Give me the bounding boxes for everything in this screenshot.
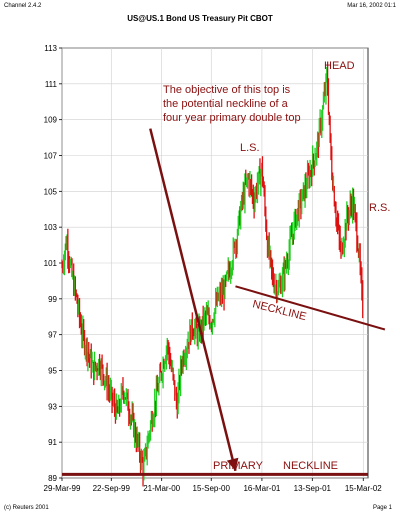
x-tick-label: 22-Sep-99 <box>93 484 131 493</box>
x-tick-label: 15-Mar-02 <box>345 484 382 493</box>
y-tick-label: 89 <box>48 474 57 483</box>
chart-title: US@US.1 Bond US Treasury Pit CBOT <box>127 14 273 23</box>
y-tick-label: 113 <box>44 44 57 53</box>
y-tick-label: 109 <box>44 116 58 125</box>
x-tick-label: 15-Sep-00 <box>193 484 231 493</box>
x-tick-label: 16-Mar-01 <box>243 484 280 493</box>
objective-note-line-1: The objective of this top is <box>163 84 291 96</box>
copyright: (c) Reuters 2001 <box>4 505 49 511</box>
y-tick-label: 105 <box>44 187 58 196</box>
target-arrow-head <box>226 457 239 471</box>
y-tick-label: 97 <box>48 331 57 340</box>
objective-note-line-3: four year primary double top <box>163 112 301 124</box>
page-number: Page 1 <box>372 505 392 511</box>
head-label: HEAD <box>324 60 355 72</box>
neckline <box>235 285 386 331</box>
primary-neckline-label: NECKLINE <box>283 460 338 472</box>
target-arrow-shaft <box>149 128 237 472</box>
y-tick-label: 91 <box>48 438 57 447</box>
grid <box>61 47 368 479</box>
right-shoulder-label: R.S. <box>369 202 390 214</box>
x-tick-label: 29-Mar-99 <box>44 484 81 493</box>
y-tick-label: 103 <box>44 223 58 232</box>
y-axis: 89 91 93 95 97 99 101 103 105 107 109 111 113 <box>44 44 62 483</box>
y-tick-label: 99 <box>48 295 57 304</box>
price-bars <box>61 61 364 487</box>
x-tick-label: 21-Mar-00 <box>143 484 180 493</box>
x-tick-label: 13-Sep-01 <box>294 484 332 493</box>
y-tick-label: 111 <box>45 80 58 89</box>
primary-label: PRIMARY <box>213 460 264 472</box>
timestamp: Mar 16, 2002 01:1 <box>347 3 396 9</box>
y-tick-label: 101 <box>44 259 58 268</box>
objective-note-line-2: the potential neckline of a <box>163 98 289 110</box>
y-tick-label: 93 <box>48 402 57 411</box>
app-version: Channel 2.4.2 <box>4 3 42 9</box>
y-tick-label: 107 <box>44 152 58 161</box>
y-tick-label: 95 <box>48 367 57 376</box>
x-axis: 29-Mar-99 22-Sep-99 21-Mar-00 15-Sep-00 16-M… <box>44 478 382 493</box>
left-shoulder-label: L.S. <box>240 142 260 154</box>
